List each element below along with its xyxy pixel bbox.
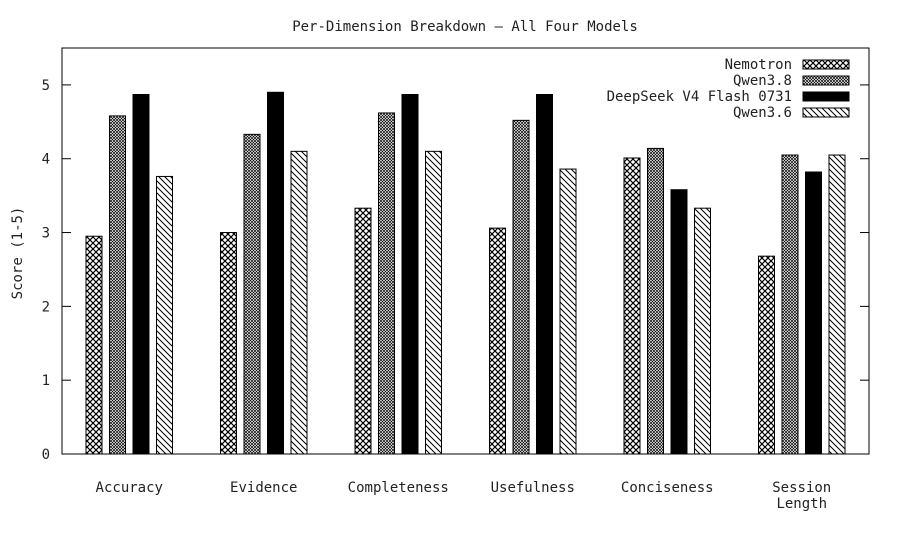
legend-label: Qwen3.8 xyxy=(733,73,792,89)
bar xyxy=(559,168,577,455)
legend-swatch xyxy=(802,91,850,102)
bar xyxy=(220,232,237,455)
y-tick-label: 3 xyxy=(42,226,50,242)
legend-label: Nemotron xyxy=(725,57,792,73)
bar xyxy=(694,207,711,455)
y-tick-label: 1 xyxy=(42,373,50,389)
bar xyxy=(623,157,641,455)
bar xyxy=(489,227,506,455)
y-tick-label: 5 xyxy=(42,78,50,94)
bar xyxy=(647,147,664,455)
x-tick-label: Length xyxy=(776,496,827,512)
bar xyxy=(401,94,419,455)
bar xyxy=(243,133,261,455)
bar xyxy=(758,255,775,455)
bar xyxy=(290,150,308,455)
legend-swatch xyxy=(802,107,850,118)
y-axis-label: Score (1-5) xyxy=(10,207,26,300)
chart-title: Per-Dimension Breakdown — All Four Model… xyxy=(292,19,638,35)
bar xyxy=(828,154,846,455)
legend-label: DeepSeek V4 Flash 0731 xyxy=(607,89,792,105)
legend-label: Qwen3.6 xyxy=(733,105,792,121)
legend-swatch xyxy=(802,59,850,70)
y-tick-label: 0 xyxy=(42,447,50,463)
bar xyxy=(132,94,150,455)
bar xyxy=(156,175,173,455)
bar xyxy=(512,119,530,455)
x-tick-label: Completeness xyxy=(348,480,449,496)
bar xyxy=(85,235,103,455)
bar xyxy=(378,112,395,455)
y-tick-label: 4 xyxy=(42,152,50,168)
x-tick-label: Accuracy xyxy=(96,480,163,496)
y-axis-ticks: 0 1 2 3 4 5 xyxy=(42,78,869,463)
x-axis-labels: Accuracy Evidence Completeness Usefulness Co… xyxy=(96,480,832,512)
plot-frame xyxy=(61,47,870,455)
bar xyxy=(670,189,688,455)
bar xyxy=(781,154,799,455)
x-tick-label: Evidence xyxy=(230,480,297,496)
x-tick-label: Conciseness xyxy=(621,480,714,496)
bar xyxy=(425,150,442,455)
bar xyxy=(109,115,126,455)
bar xyxy=(267,91,284,455)
bar xyxy=(805,171,822,455)
bar xyxy=(536,94,553,455)
legend-swatch xyxy=(802,75,850,86)
bar-series-group xyxy=(85,91,846,455)
bar xyxy=(354,207,372,455)
x-tick-label: Session xyxy=(772,480,831,496)
x-tick-label: Usefulness xyxy=(491,480,575,496)
y-tick-label: 2 xyxy=(42,299,50,315)
